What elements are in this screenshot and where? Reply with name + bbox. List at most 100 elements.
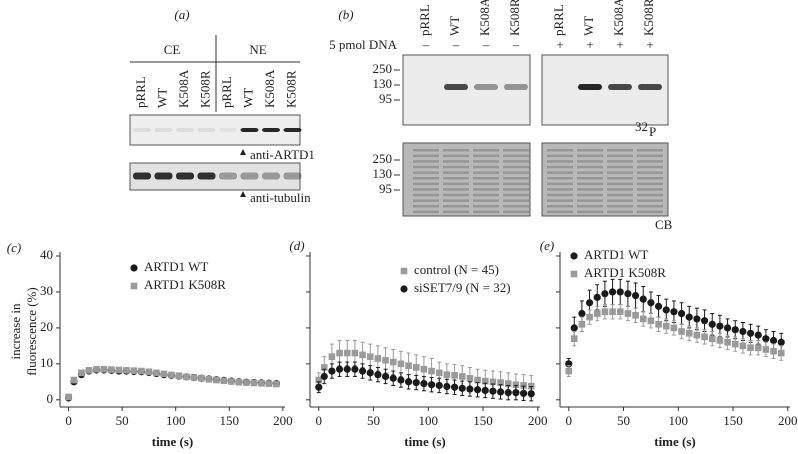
band xyxy=(637,182,663,186)
band xyxy=(133,172,151,180)
legend-marker xyxy=(130,282,138,290)
marker xyxy=(723,324,732,332)
band xyxy=(443,154,469,158)
band xyxy=(637,149,663,152)
marker xyxy=(328,353,336,360)
band xyxy=(197,172,216,180)
marker xyxy=(647,317,655,325)
marker xyxy=(716,322,724,330)
legend-marker xyxy=(400,285,408,293)
band xyxy=(473,149,499,152)
band xyxy=(413,193,439,197)
marker xyxy=(624,290,632,298)
marker xyxy=(389,358,397,366)
x-tick-label: 200 xyxy=(528,413,548,428)
marker xyxy=(678,328,685,335)
marker xyxy=(724,338,731,346)
band xyxy=(473,199,499,202)
band xyxy=(637,188,663,191)
band xyxy=(503,193,529,197)
band xyxy=(637,165,663,169)
isotope-mass: 32 xyxy=(635,119,648,134)
band xyxy=(503,160,529,163)
marker xyxy=(100,365,108,373)
size-marker: 130 xyxy=(373,166,393,181)
band xyxy=(608,84,632,90)
x-tick-label: 150 xyxy=(220,413,240,428)
y-tick-label: 20 xyxy=(40,319,53,334)
marker xyxy=(138,367,145,375)
band xyxy=(607,165,633,169)
band xyxy=(219,128,237,132)
band xyxy=(638,84,662,90)
marker xyxy=(762,335,770,343)
marker xyxy=(328,367,336,375)
band xyxy=(547,210,573,214)
legend-marker xyxy=(130,264,138,272)
band xyxy=(413,149,439,152)
marker xyxy=(624,310,632,317)
marker xyxy=(336,349,343,357)
band xyxy=(577,149,603,152)
band xyxy=(547,154,573,158)
marker xyxy=(397,360,405,368)
marker xyxy=(747,344,754,351)
marker xyxy=(175,372,183,380)
band xyxy=(637,177,663,180)
dna-sign: + xyxy=(586,37,593,52)
marker xyxy=(662,306,670,314)
marker xyxy=(427,381,436,389)
marker xyxy=(489,378,497,386)
legend-label: ARTD1 WT xyxy=(584,247,648,262)
marker xyxy=(405,362,412,369)
band xyxy=(283,128,302,132)
marker xyxy=(496,388,505,396)
band xyxy=(503,149,529,152)
band xyxy=(473,193,499,197)
arrowhead xyxy=(240,191,246,197)
band xyxy=(637,154,663,158)
legend-marker xyxy=(570,252,578,260)
marker xyxy=(466,374,474,382)
y-axis-label: fluorescence (%) xyxy=(24,287,39,375)
band xyxy=(413,165,439,169)
band xyxy=(444,84,468,90)
antibody-label: anti-ARTD1 xyxy=(250,147,315,162)
marker xyxy=(527,390,535,398)
band xyxy=(240,128,259,132)
marker xyxy=(586,313,593,321)
band xyxy=(547,188,573,191)
marker xyxy=(351,349,359,357)
panel-label: (c) xyxy=(7,240,21,255)
lane-label: K508A xyxy=(176,69,191,108)
band xyxy=(577,171,603,174)
band xyxy=(577,160,603,163)
band xyxy=(637,193,663,197)
y-tick-label: 30 xyxy=(40,283,53,298)
dna-sign: – xyxy=(422,37,430,52)
marker xyxy=(570,335,578,342)
marker xyxy=(358,367,367,375)
x-tick-label: 50 xyxy=(617,413,630,428)
x-tick-label: 200 xyxy=(273,413,293,428)
band xyxy=(443,205,469,208)
legend-label: ARTD1 K508R xyxy=(144,277,226,292)
band xyxy=(637,199,663,202)
blot xyxy=(402,142,531,217)
band xyxy=(219,172,237,180)
x-tick-label: 0 xyxy=(316,413,323,428)
lane-label: K508A xyxy=(611,0,626,36)
marker xyxy=(359,351,366,359)
band xyxy=(577,205,603,208)
lane-label: WT xyxy=(154,88,169,108)
marker xyxy=(70,376,78,384)
marker xyxy=(519,389,528,397)
band xyxy=(637,160,663,163)
isotope-element: P xyxy=(649,124,656,139)
marker xyxy=(504,389,512,397)
marker xyxy=(481,386,489,395)
band xyxy=(154,172,173,180)
x-axis-label: time (s) xyxy=(152,434,194,449)
legend-label: ARTD1 K508R xyxy=(584,265,666,280)
band xyxy=(240,172,259,180)
